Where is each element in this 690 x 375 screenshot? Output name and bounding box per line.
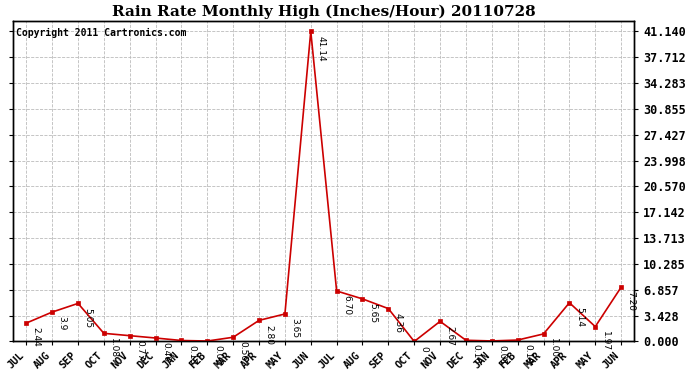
Text: 0.13: 0.13	[187, 345, 196, 365]
Text: 0.77: 0.77	[135, 340, 144, 360]
Text: 3.9: 3.9	[58, 316, 67, 331]
Text: 5.05: 5.05	[83, 308, 92, 328]
Text: 0.19: 0.19	[523, 344, 532, 364]
Text: 3.65: 3.65	[290, 318, 299, 338]
Text: 2.67: 2.67	[446, 326, 455, 345]
Text: 1.08: 1.08	[110, 338, 119, 358]
Text: 0.16: 0.16	[471, 344, 480, 364]
Text: Copyright 2011 Cartronics.com: Copyright 2011 Cartronics.com	[17, 27, 187, 38]
Text: 1.97: 1.97	[601, 331, 610, 351]
Text: 6.70: 6.70	[342, 295, 351, 315]
Text: 2.80: 2.80	[264, 324, 274, 345]
Text: 0.46: 0.46	[161, 342, 170, 362]
Text: 1.00: 1.00	[549, 338, 558, 358]
Text: 0: 0	[420, 346, 428, 351]
Text: 0.01: 0.01	[497, 345, 506, 365]
Text: 5.65: 5.65	[368, 303, 377, 323]
Text: 7.20: 7.20	[627, 291, 635, 311]
Text: 41.14: 41.14	[316, 36, 325, 61]
Text: 5.14: 5.14	[575, 307, 584, 327]
Text: 0.06: 0.06	[213, 345, 222, 365]
Text: 2.44: 2.44	[32, 327, 41, 347]
Title: Rain Rate Monthly High (Inches/Hour) 20110728: Rain Rate Monthly High (Inches/Hour) 201…	[112, 4, 535, 18]
Text: 0.56: 0.56	[239, 341, 248, 362]
Text: 4.36: 4.36	[394, 313, 403, 333]
